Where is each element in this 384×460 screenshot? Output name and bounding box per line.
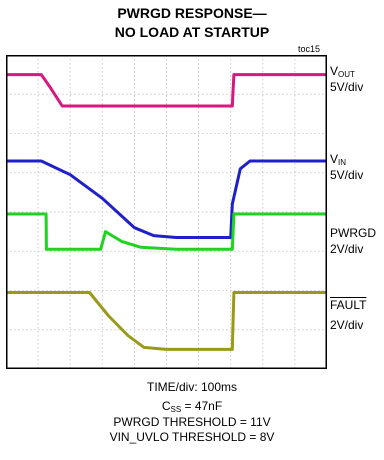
caption-pwrgd-threshold: PWRGD THRESHOLD = 11V xyxy=(113,415,271,429)
vin-label-sub: IN xyxy=(338,158,347,167)
vout-label-main: V xyxy=(330,64,339,78)
plot-frame xyxy=(6,55,327,369)
vin-label: VIN xyxy=(330,152,346,170)
fault-scale: 2V/div xyxy=(330,318,364,332)
trace-vin xyxy=(6,159,327,239)
oscilloscope-plot xyxy=(6,55,327,369)
vout-scale: 5V/div xyxy=(330,80,364,94)
vin-scale: 5V/div xyxy=(330,168,364,182)
caption-uvlo-threshold: VIN_UVLO THRESHOLD = 8V xyxy=(109,430,275,444)
trace-fault xyxy=(6,291,327,351)
fault-label: FAULT xyxy=(330,298,367,312)
vin-label-main: V xyxy=(330,152,339,166)
vout-label: VOUT xyxy=(330,64,355,82)
pwrgd-label: PWRGD xyxy=(330,226,376,240)
chart-title-line-1: PWRGD RESPONSE— xyxy=(117,5,267,21)
figure-id: toc15 xyxy=(298,44,321,54)
chart-title-line-2: NO LOAD AT STARTUP xyxy=(114,24,270,40)
caption-css: CSS = 47nF xyxy=(0,399,384,417)
trace-pwrgd xyxy=(6,212,327,251)
caption-css-sub: SS xyxy=(170,405,182,414)
trace-vout xyxy=(6,73,327,108)
caption-time-div: TIME/div: 100ms xyxy=(146,380,238,394)
vout-label-sub: OUT xyxy=(338,70,355,79)
traces xyxy=(6,73,327,351)
caption-css-main: C xyxy=(161,399,171,413)
grid xyxy=(6,55,327,369)
pwrgd-scale: 2V/div xyxy=(330,242,364,256)
caption-css-value: = 47nF xyxy=(181,399,223,413)
